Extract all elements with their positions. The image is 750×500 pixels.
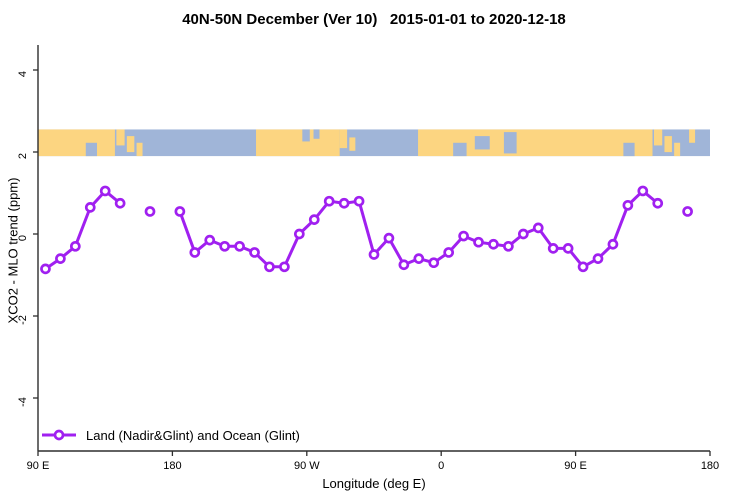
data-point xyxy=(279,261,290,273)
data-point xyxy=(652,197,664,209)
data-point xyxy=(40,263,51,275)
data-point xyxy=(264,261,275,273)
data-point xyxy=(577,261,589,273)
data-point xyxy=(517,228,529,240)
data-point xyxy=(443,247,455,258)
map-strip-land xyxy=(38,129,115,157)
data-point xyxy=(174,206,186,217)
x-tick-label: 180 xyxy=(163,460,181,472)
data-point xyxy=(234,240,245,252)
x-tick-label: 90 W xyxy=(294,460,320,472)
data-point xyxy=(69,240,81,252)
y-axis-title: XCO2 - MLO trend (ppm) xyxy=(5,177,21,324)
data-point xyxy=(547,243,559,254)
map-strip-ocean-patch xyxy=(474,136,490,150)
y-tick-label: 2 xyxy=(17,153,29,159)
y-tick-label: -2 xyxy=(17,315,29,325)
data-point xyxy=(204,234,216,246)
data-point xyxy=(144,206,156,217)
y-tick-label: 0 xyxy=(17,235,29,241)
map-strip-ocean-patch xyxy=(503,132,517,154)
y-tick-label: 4 xyxy=(17,71,29,77)
data-point xyxy=(562,243,574,254)
data-point xyxy=(503,240,514,252)
map-strip-land xyxy=(664,136,672,153)
data-point xyxy=(249,247,260,258)
data-point xyxy=(293,228,305,240)
data-point xyxy=(99,185,111,197)
y-tick-label: -4 xyxy=(17,397,29,407)
data-point xyxy=(219,240,231,252)
data-point xyxy=(323,195,335,207)
data-point xyxy=(473,236,484,248)
data-point xyxy=(458,230,469,242)
data-point xyxy=(607,238,619,250)
data-point xyxy=(532,222,544,234)
data-point xyxy=(488,238,499,250)
map-strip-ocean-patch xyxy=(623,142,635,157)
map-strip-land xyxy=(136,142,143,157)
x-tick-label: 180 xyxy=(701,460,719,472)
map-strip-ocean-patch xyxy=(453,142,467,157)
data-point xyxy=(383,232,395,244)
legend-label: Land (Nadir&Glint) and Ocean (Glint) xyxy=(86,427,300,443)
map-strip-land xyxy=(116,129,125,146)
chart-title: 40N-50N December (Ver 10) 2015-01-01 to … xyxy=(182,11,566,28)
map-strip-land xyxy=(689,129,696,143)
map-strip-ocean-patch xyxy=(313,129,320,139)
map-strip-land xyxy=(349,137,356,151)
data-point xyxy=(428,257,440,269)
x-axis-title: Longitude (deg E) xyxy=(322,476,426,491)
legend-series-symbol xyxy=(42,429,76,441)
x-tick-label: 90 E xyxy=(564,460,587,472)
data-point xyxy=(398,259,410,271)
map-strip-land xyxy=(126,136,135,153)
map-strip-land xyxy=(339,129,348,149)
map-strip-land xyxy=(654,129,663,146)
map-strip-land xyxy=(256,129,340,157)
data-point xyxy=(592,253,604,264)
data-point xyxy=(682,206,693,217)
data-point xyxy=(114,197,126,209)
data-point xyxy=(84,202,96,213)
map-strip-land xyxy=(674,142,681,157)
data-point xyxy=(189,247,201,258)
legend: Land (Nadir&Glint) and Ocean (Glint) xyxy=(40,426,300,444)
data-point xyxy=(413,253,425,264)
legend-marker-icon xyxy=(53,429,65,441)
x-tick-label: 0 xyxy=(438,460,444,472)
data-point xyxy=(353,195,365,207)
map-strip-ocean-patch xyxy=(85,142,97,157)
map-strip-ocean-patch xyxy=(302,129,310,142)
data-point xyxy=(308,214,320,225)
data-point xyxy=(637,185,649,197)
data-point xyxy=(368,249,380,260)
data-point xyxy=(622,199,634,211)
x-tick-label: 90 E xyxy=(27,460,50,472)
data-point xyxy=(55,253,66,264)
data-point xyxy=(338,197,350,209)
